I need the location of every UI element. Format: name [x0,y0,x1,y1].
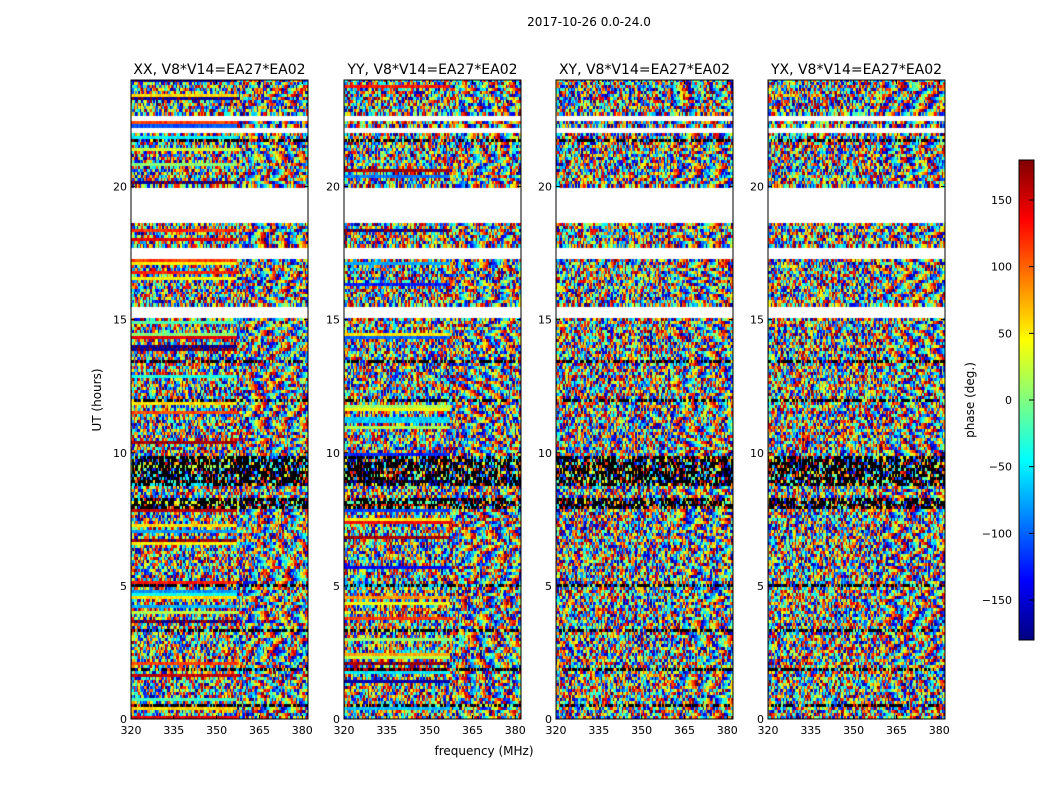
panel-frame [767,79,946,720]
x-tick-label: 380 [717,724,738,737]
y-tick-label: 20 [750,181,764,194]
panel-frame [555,79,734,720]
heatmap [556,80,733,719]
heatmap-canvas [131,80,308,719]
x-tick-label: 350 [206,724,227,737]
x-tick-label: 350 [843,724,864,737]
x-tick-label: 365 [886,724,907,737]
x-tick-label: 335 [163,724,184,737]
x-tick-label: 380 [292,724,313,737]
x-tick-label: 350 [419,724,440,737]
y-tick-label: 15 [538,314,552,327]
y-tick-label: 20 [326,181,340,194]
colorbar-tick-label: 0 [1005,394,1012,407]
panel-3: XY, V8*V14=EA27*EA02 320 335 350 365 380 0 5 10 1… [538,62,738,737]
x-tick-label: 335 [376,724,397,737]
x-tick-label: 320 [758,724,779,737]
colorbar-tick-label: 150 [991,194,1012,207]
x-tick-label: 335 [588,724,609,737]
colorbar-tick-label: −100 [982,527,1012,540]
y-tick-label: 5 [757,580,764,593]
y-tick-label: 20 [113,181,127,194]
heatmap-canvas [556,80,733,719]
y-tick-label: 15 [326,314,340,327]
x-tick-label: 320 [121,724,142,737]
heatmap [344,80,521,719]
x-tick-label: 365 [249,724,270,737]
colorbar-tick-label: 50 [998,327,1012,340]
y-tick-label: 5 [545,580,552,593]
panel-2: YY, V8*V14=EA27*EA02 320 335 350 365 380 0 5 10 1… [326,62,526,737]
panel-title: YY, V8*V14=EA27*EA02 [346,62,517,78]
y-axis-label: UT (hours) [90,368,104,431]
y-tick-label: 10 [326,447,340,460]
y-tick-label: 0 [545,713,552,726]
y-tick-label: 0 [757,713,764,726]
panel-4: YX, V8*V14=EA27*EA02 320 335 350 365 380 0 5 10 1… [750,62,950,737]
y-tick-label: 5 [333,580,340,593]
y-tick-label: 15 [113,314,127,327]
suptitle: 2017-10-26 0.0-24.0 [527,15,651,29]
y-tick-label: 15 [750,314,764,327]
x-tick-label: 365 [674,724,695,737]
colorbar-tick-label: −150 [982,594,1012,607]
panel-frame [343,79,522,720]
colorbar: −150 −100 −50 0 50 100 150 phase (deg.) [963,159,1035,641]
x-tick-label: 380 [505,724,526,737]
heatmap [131,80,308,719]
y-tick-label: 0 [120,713,127,726]
x-tick-label: 365 [462,724,483,737]
panel-1: XX, V8*V14=EA27*EA02 320 335 350 365 380 0 5 10 1… [113,62,313,737]
panels: XX, V8*V14=EA27*EA02 320 335 350 365 380 0 5 10 1… [113,62,950,737]
colorbar-tick-label: 100 [991,261,1012,274]
y-tick-label: 10 [538,447,552,460]
panel-title: XY, V8*V14=EA27*EA02 [559,62,730,78]
colorbar-label: phase (deg.) [963,362,977,438]
y-tick-label: 20 [538,181,552,194]
x-tick-label: 320 [546,724,567,737]
x-tick-label: 335 [800,724,821,737]
panel-title: YX, V8*V14=EA27*EA02 [770,62,942,78]
x-tick-label: 320 [334,724,355,737]
y-tick-label: 10 [113,447,127,460]
x-tick-label: 380 [929,724,950,737]
y-tick-label: 10 [750,447,764,460]
panel-frame [130,79,309,720]
heatmap-canvas [344,80,521,719]
x-axis-label: frequency (MHz) [434,744,533,758]
x-tick-label: 350 [631,724,652,737]
heatmap-canvas [768,80,945,719]
y-tick-label: 0 [333,713,340,726]
colorbar-ticks: −150 −100 −50 0 50 100 150 [982,194,1034,607]
panel-title: XX, V8*V14=EA27*EA02 [133,62,305,78]
y-tick-label: 5 [120,580,127,593]
colorbar-tick-label: −50 [989,461,1012,474]
heatmap [768,80,945,719]
